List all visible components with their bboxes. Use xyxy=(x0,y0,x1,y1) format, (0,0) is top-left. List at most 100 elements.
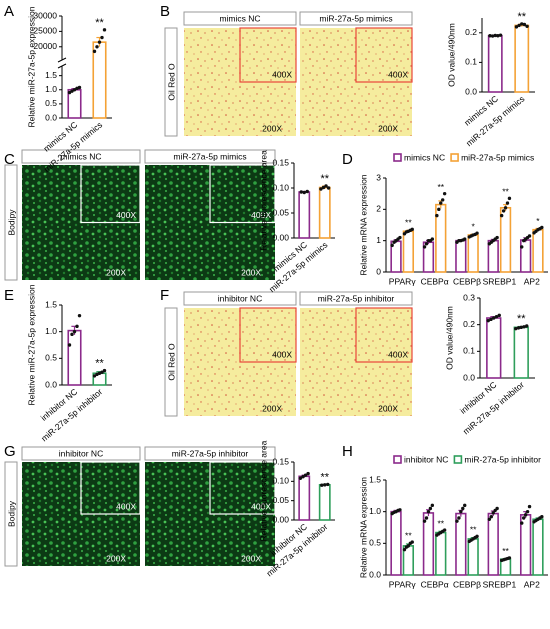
inset-label: 400X xyxy=(272,349,292,359)
significance: ** xyxy=(502,187,509,197)
data-point xyxy=(501,209,506,213)
data-point xyxy=(489,515,493,519)
bar xyxy=(402,230,415,273)
significance: ** xyxy=(95,17,104,29)
y-tick-label: 0.05 xyxy=(272,207,289,217)
significance: ** xyxy=(437,518,444,528)
data-point xyxy=(95,45,99,49)
bar xyxy=(318,484,331,521)
bar xyxy=(390,510,402,576)
data-point xyxy=(505,201,510,205)
data-point xyxy=(72,329,77,334)
y-axis-label: Relative miR-27a-5p expression xyxy=(26,6,36,127)
bar xyxy=(486,317,502,379)
y-tick-label: 1.0 xyxy=(369,506,381,516)
y-axis-label: OD value/490nm xyxy=(446,23,456,87)
data-point xyxy=(301,474,305,479)
legend-swatch xyxy=(393,153,402,162)
title-box xyxy=(21,446,141,461)
y-tick-label: 20000 xyxy=(33,41,57,51)
data-point xyxy=(489,317,493,322)
base-label: 200X xyxy=(106,267,126,277)
significance: ** xyxy=(405,218,412,228)
y-tick-label: 1.5 xyxy=(45,299,57,309)
bar xyxy=(499,206,512,273)
data-point xyxy=(527,504,532,509)
data-point xyxy=(92,374,97,378)
panel-letter: D xyxy=(342,151,353,168)
data-point xyxy=(499,213,504,218)
legend-label: miR-27a-5p mimics xyxy=(461,152,534,162)
data-point xyxy=(299,190,303,194)
y-tick-label: 0.10 xyxy=(272,476,289,486)
data-point xyxy=(507,556,512,560)
data-point xyxy=(492,316,496,320)
data-point xyxy=(490,34,495,38)
data-point xyxy=(390,243,394,248)
bar xyxy=(298,475,311,521)
data-point xyxy=(102,368,107,373)
inset-label: 400X xyxy=(251,210,271,220)
y-tick-label: 0.10 xyxy=(272,182,289,192)
bar xyxy=(532,518,544,576)
base-label: 200X xyxy=(241,267,261,277)
significance: ** xyxy=(517,313,526,325)
inset-label: 400X xyxy=(116,210,136,220)
x-tick-label: SREBP1 xyxy=(483,276,517,286)
y-tick-label: 0.0 xyxy=(369,569,381,579)
title-box xyxy=(183,291,297,306)
data-point xyxy=(410,540,414,544)
y-tick-label: 25000 xyxy=(33,26,57,36)
data-point xyxy=(463,237,467,241)
inset xyxy=(239,27,297,83)
data-point xyxy=(323,483,327,487)
significance: ** xyxy=(502,546,509,556)
pane-title: inhibitor NC xyxy=(59,448,103,458)
data-point xyxy=(525,509,530,514)
x-tick-label: CEBPβ xyxy=(453,276,481,286)
significance: ** xyxy=(405,530,412,540)
data-point xyxy=(75,324,79,329)
data-point xyxy=(520,22,524,26)
data-point xyxy=(493,33,497,38)
pane-title: miR-27a-5p inhibitor xyxy=(172,448,249,458)
inset-label: 400X xyxy=(272,69,292,79)
data-point xyxy=(302,190,306,195)
y-tick-label: 0.3 xyxy=(463,292,475,302)
data-point xyxy=(457,516,461,520)
data-point xyxy=(496,34,500,38)
inset-label: 400X xyxy=(116,501,136,511)
data-point xyxy=(495,506,499,511)
y-tick-label: 1.0 xyxy=(45,326,57,336)
inset-label: 400X xyxy=(251,501,271,511)
data-point xyxy=(100,35,104,40)
stain-label: Oil Red O xyxy=(166,63,176,101)
panel-letter: E xyxy=(4,287,14,304)
bar xyxy=(298,191,311,239)
data-point xyxy=(77,85,82,90)
data-point xyxy=(461,506,465,511)
data-point xyxy=(305,189,309,194)
y-tick-label: 1.0 xyxy=(45,84,57,94)
data-point xyxy=(406,544,411,548)
data-point xyxy=(525,24,529,28)
x-tick-label: CEBPβ xyxy=(453,579,481,589)
data-point xyxy=(303,473,308,477)
data-point xyxy=(426,509,431,514)
y-tick-label: 0.5 xyxy=(369,538,381,548)
data-point xyxy=(102,28,107,32)
data-point xyxy=(540,225,544,230)
data-point xyxy=(459,509,463,514)
inset xyxy=(209,461,276,515)
data-point xyxy=(486,318,490,323)
data-point xyxy=(100,370,104,374)
x-tick-label: AP2 xyxy=(524,579,540,589)
inset xyxy=(209,164,276,224)
data-point xyxy=(422,519,427,523)
bar xyxy=(318,186,331,239)
data-point xyxy=(442,528,447,532)
data-point xyxy=(488,34,492,38)
data-point xyxy=(507,196,512,201)
data-point xyxy=(516,326,521,330)
